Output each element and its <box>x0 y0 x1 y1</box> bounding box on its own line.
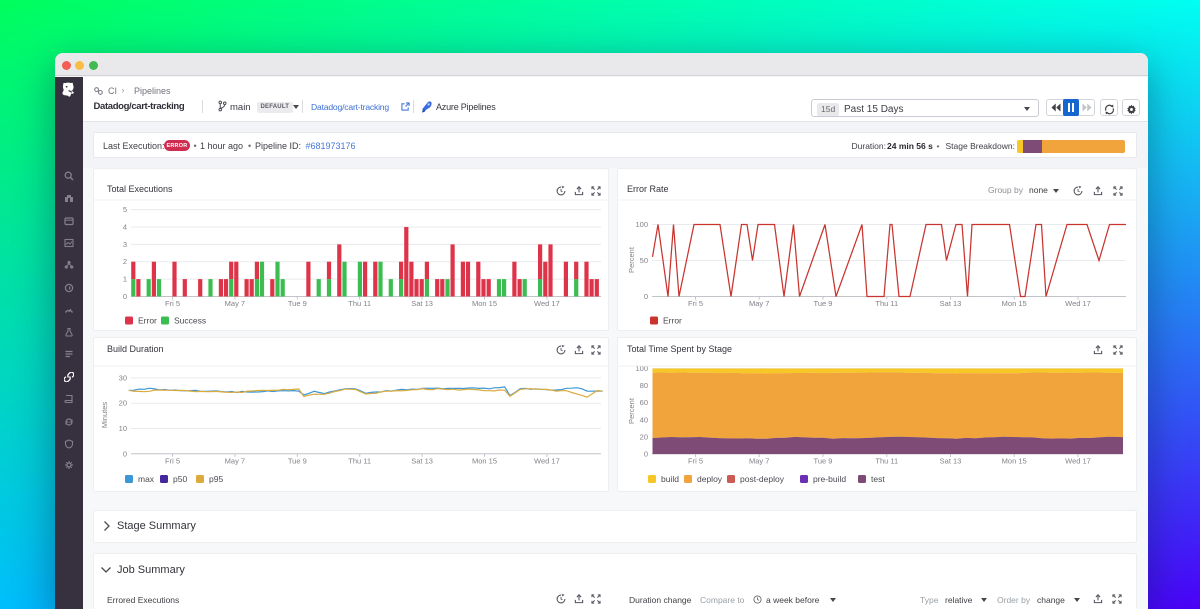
svg-text:Sat 13: Sat 13 <box>411 299 433 308</box>
svg-text:test: test <box>871 474 885 484</box>
svg-text:Thu 11: Thu 11 <box>348 299 371 308</box>
svg-text:20: 20 <box>119 399 127 408</box>
svg-text:50: 50 <box>640 256 648 265</box>
svg-text:Wed 17: Wed 17 <box>1065 457 1091 466</box>
svg-text:Sat 13: Sat 13 <box>940 457 962 466</box>
svg-text:Mon 15: Mon 15 <box>1002 457 1027 466</box>
svg-text:4: 4 <box>123 223 127 232</box>
svg-text:Mon 15: Mon 15 <box>472 457 497 466</box>
svg-text:Wed 17: Wed 17 <box>534 299 560 308</box>
svg-text:100: 100 <box>635 364 648 373</box>
svg-text:Fri 5: Fri 5 <box>165 299 180 308</box>
svg-text:10: 10 <box>119 424 127 433</box>
svg-text:May 7: May 7 <box>749 299 769 308</box>
svg-text:0: 0 <box>644 450 648 459</box>
svg-text:May 7: May 7 <box>225 299 245 308</box>
svg-text:Fri 5: Fri 5 <box>165 457 180 466</box>
svg-text:80: 80 <box>640 381 648 390</box>
svg-text:build: build <box>661 474 679 484</box>
svg-text:Success: Success <box>174 316 206 326</box>
svg-text:Wed 17: Wed 17 <box>1065 299 1091 308</box>
svg-text:Tue 9: Tue 9 <box>814 299 833 308</box>
svg-text:0: 0 <box>644 292 648 301</box>
svg-text:1: 1 <box>123 275 127 284</box>
svg-text:pre-build: pre-build <box>813 474 846 484</box>
svg-text:Mon 15: Mon 15 <box>1002 299 1027 308</box>
svg-text:May 7: May 7 <box>749 457 769 466</box>
svg-text:5: 5 <box>123 205 127 214</box>
svg-text:Sat 13: Sat 13 <box>411 457 433 466</box>
svg-text:Error: Error <box>138 316 157 326</box>
svg-text:May 7: May 7 <box>225 457 245 466</box>
svg-text:100: 100 <box>635 220 648 229</box>
svg-text:Sat 13: Sat 13 <box>940 299 962 308</box>
svg-text:60: 60 <box>640 398 648 407</box>
svg-text:deploy: deploy <box>697 474 723 484</box>
svg-text:p50: p50 <box>173 474 187 484</box>
svg-text:Mon 15: Mon 15 <box>472 299 497 308</box>
svg-text:Thu 11: Thu 11 <box>348 457 371 466</box>
svg-text:30: 30 <box>119 373 127 382</box>
svg-text:40: 40 <box>640 415 648 424</box>
svg-text:p95: p95 <box>209 474 223 484</box>
svg-text:Fri 5: Fri 5 <box>688 299 703 308</box>
svg-text:20: 20 <box>640 432 648 441</box>
svg-text:Tue 9: Tue 9 <box>288 299 307 308</box>
svg-text:Percent: Percent <box>627 246 636 273</box>
svg-text:Wed 17: Wed 17 <box>534 457 560 466</box>
svg-text:0: 0 <box>123 449 127 458</box>
svg-text:Minutes: Minutes <box>100 402 109 429</box>
svg-text:max: max <box>138 474 155 484</box>
svg-text:3: 3 <box>123 240 127 249</box>
svg-text:Thu 11: Thu 11 <box>875 457 898 466</box>
svg-text:Percent: Percent <box>627 397 636 424</box>
svg-text:Fri 5: Fri 5 <box>688 457 703 466</box>
svg-text:Thu 11: Thu 11 <box>875 299 898 308</box>
svg-text:Tue 9: Tue 9 <box>288 457 307 466</box>
svg-text:Tue 9: Tue 9 <box>814 457 833 466</box>
svg-text:2: 2 <box>123 257 127 266</box>
svg-text:Error: Error <box>663 316 682 326</box>
svg-text:0: 0 <box>123 292 127 301</box>
svg-text:post-deploy: post-deploy <box>740 474 785 484</box>
